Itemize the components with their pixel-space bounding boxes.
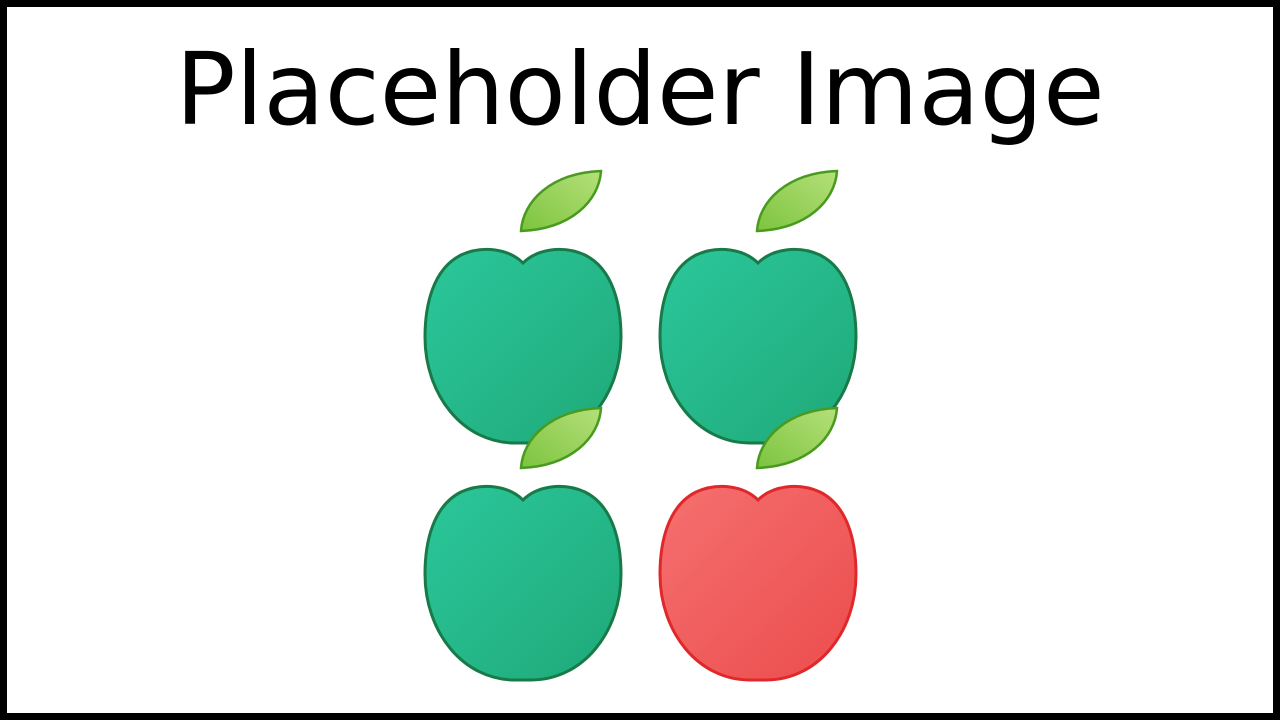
apple-bottom-left <box>423 484 623 682</box>
page-title: Placeholder Image <box>175 31 1105 148</box>
leaf-icon <box>519 169 603 233</box>
apple-bottom-right <box>658 484 858 682</box>
leaf-icon <box>755 169 839 233</box>
